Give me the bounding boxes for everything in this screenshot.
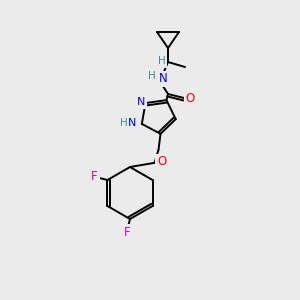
Text: N: N xyxy=(128,118,136,128)
Text: H: H xyxy=(120,118,128,128)
Text: F: F xyxy=(91,170,98,184)
Text: O: O xyxy=(157,155,166,168)
Text: H: H xyxy=(148,71,156,81)
Text: F: F xyxy=(124,226,130,238)
Text: H: H xyxy=(158,56,166,66)
Text: N: N xyxy=(137,97,146,107)
Text: N: N xyxy=(159,73,167,85)
Text: O: O xyxy=(185,92,195,104)
